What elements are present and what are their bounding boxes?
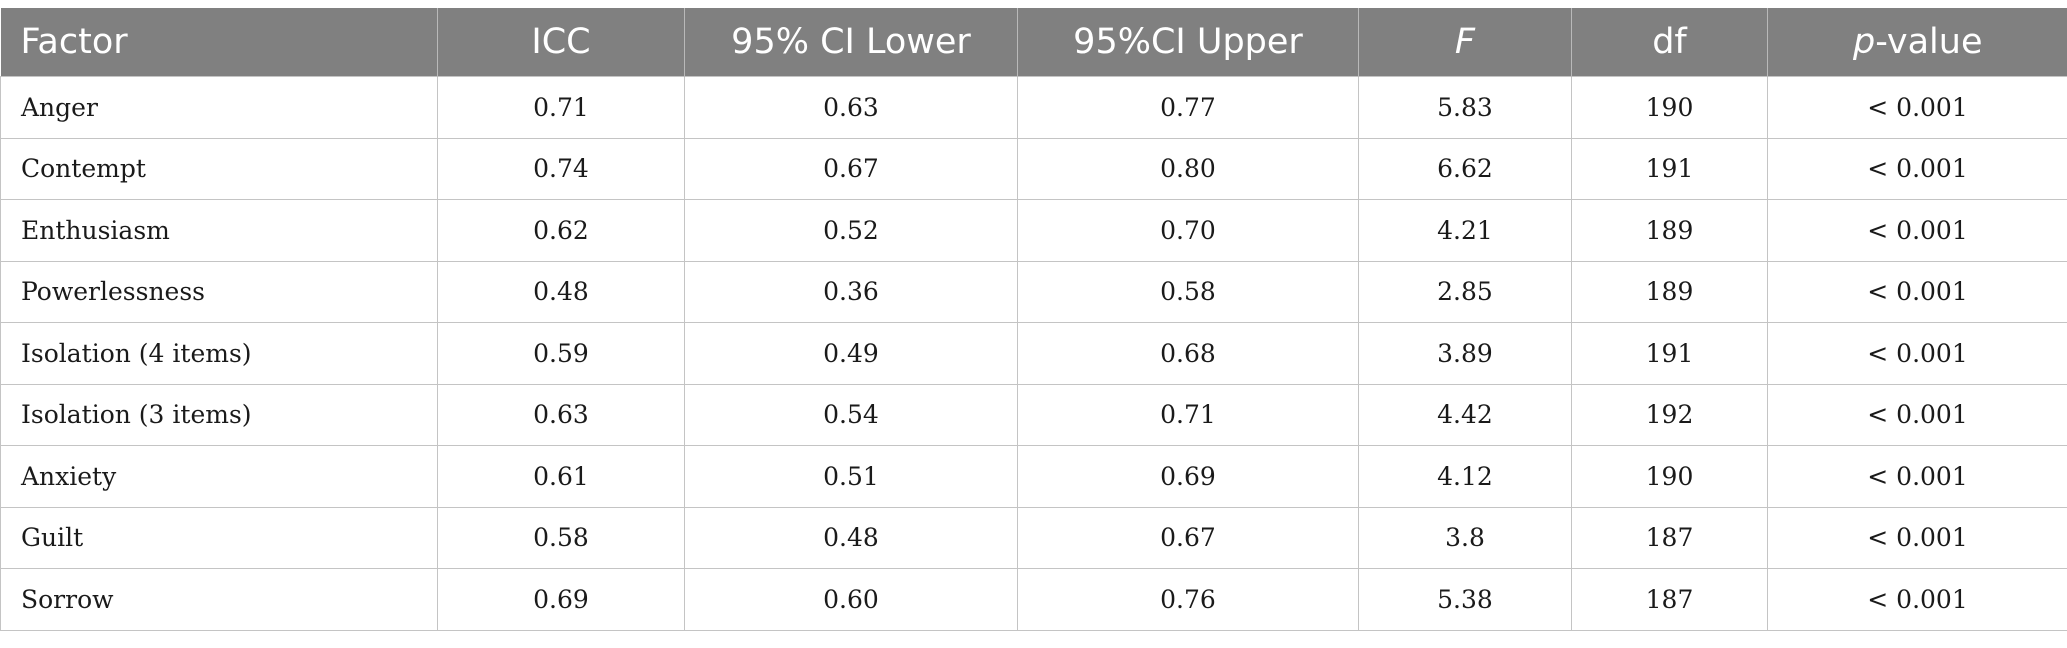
table-cell-f-stat: 3.8 (1358, 506, 1572, 569)
table-row: Anger 0.71 0.63 0.77 5.83 190 < 0.001 (0, 76, 2067, 139)
table-row: Isolation (4 items) 0.59 0.49 0.68 3.89 191 < … (0, 322, 2067, 385)
table-cell-ci-lower: 0.49 (684, 322, 1018, 385)
table-cell-factor: Contempt (0, 137, 438, 200)
table-cell-ci-upper: 0.77 (1017, 76, 1359, 139)
table-cell-factor: Powerlessness (0, 260, 438, 323)
column-header-df: df (1571, 8, 1768, 77)
table-cell-icc: 0.74 (437, 137, 685, 200)
table-cell-p-value: < 0.001 (1767, 506, 2067, 569)
table-cell-factor: Enthusiasm (0, 199, 438, 262)
table-cell-ci-lower: 0.48 (684, 506, 1018, 569)
table-row: Anxiety 0.61 0.51 0.69 4.12 190 < 0.001 (0, 445, 2067, 508)
table-row: Powerlessness 0.48 0.36 0.58 2.85 189 < 0.001 (0, 260, 2067, 323)
table-cell-ci-upper: 0.69 (1017, 445, 1359, 508)
table-cell-icc: 0.69 (437, 568, 685, 631)
table-cell-icc: 0.58 (437, 506, 685, 569)
table-cell-ci-lower: 0.52 (684, 199, 1018, 262)
table-cell-p-value: < 0.001 (1767, 137, 2067, 200)
table-cell-factor: Anxiety (0, 445, 438, 508)
table-cell-icc: 0.62 (437, 199, 685, 262)
table-cell-df: 187 (1571, 568, 1768, 631)
table-row: Isolation (3 items) 0.63 0.54 0.71 4.42 192 < … (0, 383, 2067, 446)
table-cell-ci-upper: 0.68 (1017, 322, 1359, 385)
table-cell-ci-upper: 0.70 (1017, 199, 1359, 262)
table-cell-f-stat: 5.83 (1358, 76, 1572, 139)
column-header-suffix-text: -value (1875, 22, 1983, 62)
table-cell-df: 189 (1571, 260, 1768, 323)
table-cell-icc: 0.48 (437, 260, 685, 323)
table-body: Anger 0.71 0.63 0.77 5.83 190 < 0.001 Contempt 0… (0, 76, 2067, 631)
table-cell-ci-lower: 0.51 (684, 445, 1018, 508)
table-cell-ci-lower: 0.36 (684, 260, 1018, 323)
column-header-ci-lower: 95% CI Lower (684, 8, 1018, 77)
table-cell-df: 191 (1571, 137, 1768, 200)
column-header-italic-text: p (1852, 22, 1876, 62)
table-cell-factor: Isolation (3 items) (0, 383, 438, 446)
column-header-factor: Factor (0, 8, 438, 77)
column-header-text: Factor (20, 22, 128, 62)
column-header-text: ICC (531, 22, 591, 62)
table-cell-p-value: < 0.001 (1767, 199, 2067, 262)
column-header-text: 95% CI Lower (731, 22, 971, 62)
table-cell-ci-upper: 0.71 (1017, 383, 1359, 446)
table-cell-p-value: < 0.001 (1767, 568, 2067, 631)
column-header-text: 95%CI Upper (1073, 22, 1303, 62)
column-header-icc: ICC (437, 8, 685, 77)
table-cell-p-value: < 0.001 (1767, 322, 2067, 385)
table-cell-f-stat: 4.42 (1358, 383, 1572, 446)
table-cell-factor: Anger (0, 76, 438, 139)
table-cell-f-stat: 6.62 (1358, 137, 1572, 200)
table-cell-p-value: < 0.001 (1767, 383, 2067, 446)
table-cell-icc: 0.59 (437, 322, 685, 385)
table-row: Guilt 0.58 0.48 0.67 3.8 187 < 0.001 (0, 506, 2067, 569)
column-header-f-stat: F (1358, 8, 1572, 77)
table-cell-df: 190 (1571, 76, 1768, 139)
table-cell-icc: 0.63 (437, 383, 685, 446)
table-cell-ci-lower: 0.60 (684, 568, 1018, 631)
table-row: Enthusiasm 0.62 0.52 0.70 4.21 189 < 0.001 (0, 199, 2067, 262)
table-cell-f-stat: 4.21 (1358, 199, 1572, 262)
table-cell-ci-upper: 0.58 (1017, 260, 1359, 323)
column-header-ci-upper: 95%CI Upper (1017, 8, 1359, 77)
table-cell-f-stat: 3.89 (1358, 322, 1572, 385)
table-cell-icc: 0.71 (437, 76, 685, 139)
table-cell-f-stat: 5.38 (1358, 568, 1572, 631)
table-cell-df: 192 (1571, 383, 1768, 446)
table-cell-ci-upper: 0.67 (1017, 506, 1359, 569)
table-cell-f-stat: 4.12 (1358, 445, 1572, 508)
table-cell-p-value: < 0.001 (1767, 445, 2067, 508)
table-cell-factor: Guilt (0, 506, 438, 569)
table-cell-factor: Sorrow (0, 568, 438, 631)
table-cell-ci-lower: 0.67 (684, 137, 1018, 200)
table-cell-df: 187 (1571, 506, 1768, 569)
table-cell-ci-lower: 0.63 (684, 76, 1018, 139)
column-header-italic-text: F (1454, 22, 1476, 62)
table-cell-df: 191 (1571, 322, 1768, 385)
table-row: Sorrow 0.69 0.60 0.76 5.38 187 < 0.001 (0, 568, 2067, 631)
table-cell-p-value: < 0.001 (1767, 76, 2067, 139)
table-cell-ci-upper: 0.76 (1017, 568, 1359, 631)
column-header-text: df (1652, 22, 1687, 62)
table-cell-f-stat: 2.85 (1358, 260, 1572, 323)
table-cell-df: 190 (1571, 445, 1768, 508)
table-cell-p-value: < 0.001 (1767, 260, 2067, 323)
table-row: Contempt 0.74 0.67 0.80 6.62 191 < 0.001 (0, 137, 2067, 200)
table-cell-icc: 0.61 (437, 445, 685, 508)
column-header-p-value: p-value (1767, 8, 2067, 77)
table-cell-ci-lower: 0.54 (684, 383, 1018, 446)
table-cell-factor: Isolation (4 items) (0, 322, 438, 385)
table-cell-ci-upper: 0.80 (1017, 137, 1359, 200)
table-cell-df: 189 (1571, 199, 1768, 262)
